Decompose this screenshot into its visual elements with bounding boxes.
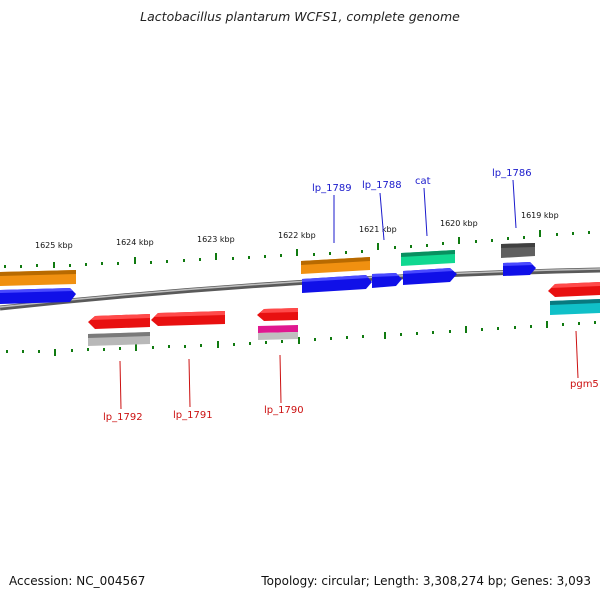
forward-genes <box>0 243 536 304</box>
scale-label-1619: 1619 kbp <box>521 211 559 220</box>
scale-label-1624: 1624 kbp <box>116 238 154 247</box>
gene-lp_1789-orange-top <box>301 257 370 265</box>
gene-lp_1792-gray-top <box>88 332 150 338</box>
gene-label-lp_1788: lp_1788 <box>362 180 402 191</box>
gene-label-lp_1786: lp_1786 <box>492 168 532 179</box>
gene-labels: lp_1789 lp_1788 cat lp_1786 lp_1792 lp_1… <box>103 168 599 423</box>
scale-labels: 1625 kbp 1624 kbp 1623 kbp 1622 kbp 1621… <box>35 211 559 250</box>
gene-label-lp_1792: lp_1792 <box>103 412 143 423</box>
gene-lp_1790-red-top <box>260 308 298 313</box>
gene-lp_1786-gray-top <box>501 243 535 248</box>
gene-lp_1788-top <box>372 273 399 277</box>
topology-text: Topology: circular; Length: 3,308,274 bp… <box>261 574 591 588</box>
map-title: Lactobacillus plantarum WCFS1, complete … <box>140 9 460 24</box>
gene-blue-left-top <box>0 288 73 293</box>
gene-label-lp_1789: lp_1789 <box>312 183 352 194</box>
upper-scale-ticks <box>4 230 590 268</box>
gene-pgm5-cyan-top <box>550 299 600 305</box>
label-leaders <box>119 179 579 410</box>
scale-label-1620: 1620 kbp <box>440 219 478 228</box>
reverse-genes <box>88 282 600 346</box>
gene-lp_1788 <box>372 273 402 288</box>
gene-pgm5-red-top <box>551 282 600 288</box>
gene-label-lp_1790: lp_1790 <box>264 405 304 416</box>
scale-label-1622: 1622 kbp <box>278 231 316 240</box>
scale-label-1621: 1621 kbp <box>359 225 397 234</box>
gene-orange-left-top <box>0 270 76 276</box>
gene-lp_1791-top <box>154 311 225 317</box>
gene-lp_1789-blue-top <box>302 275 369 282</box>
gene-lp_1786-blue-top <box>503 262 533 266</box>
lower-scale-ticks <box>6 321 596 356</box>
gene-cat-blue-top <box>403 268 453 274</box>
gene-lp_1790-magenta <box>258 325 298 333</box>
scale-label-1625: 1625 kbp <box>35 241 73 250</box>
accession-text: Accession: NC_004567 <box>9 574 146 588</box>
gene-lp_1790-gray <box>258 332 298 340</box>
gene-label-lp_1791: lp_1791 <box>173 410 213 421</box>
gene-cat-green-top <box>401 250 455 257</box>
gene-label-pgm5: pgm5 <box>570 379 599 390</box>
gene-lp_1792-red-top <box>91 314 150 320</box>
gene-label-cat: cat <box>415 176 431 187</box>
scale-label-1623: 1623 kbp <box>197 235 235 244</box>
